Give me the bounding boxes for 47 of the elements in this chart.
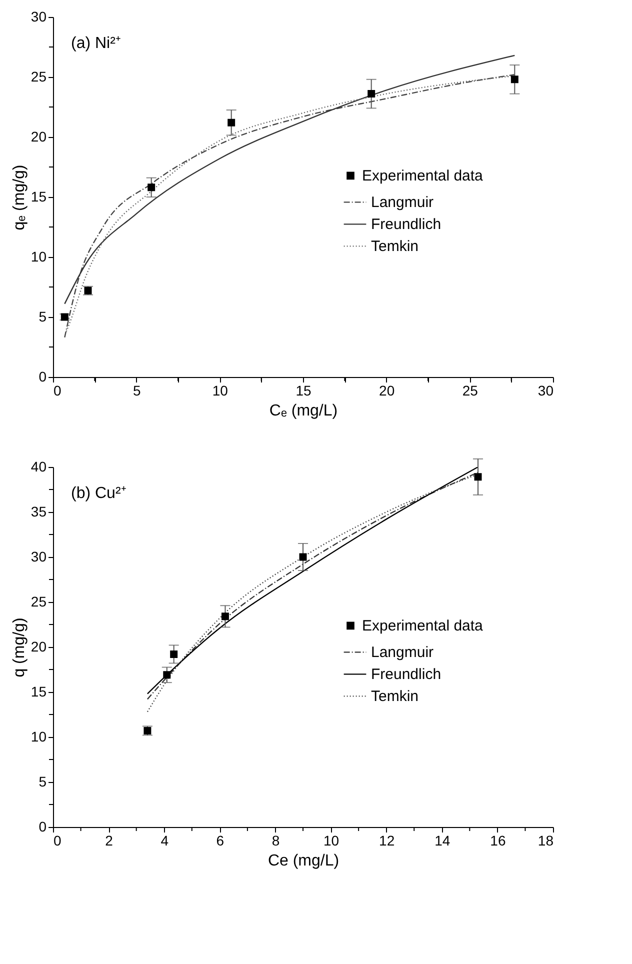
y-tick-label: 40 xyxy=(30,458,47,474)
y-axis-title: q (mg/g) xyxy=(10,618,28,678)
y-tick-label: 15 xyxy=(30,684,47,700)
x-tick-label: 18 xyxy=(538,832,554,848)
legend-label: Langmuir xyxy=(371,644,434,662)
x-tick-label: 25 xyxy=(462,382,478,398)
y-axis-title: qₑ (mg/g) xyxy=(10,164,28,230)
x-axis-title: Ce (mg/L) xyxy=(268,852,340,870)
y-tick-label: 35 xyxy=(30,504,47,520)
legend-label: Freundlich xyxy=(371,216,442,234)
y-tick-label: 0 xyxy=(38,368,47,384)
x-tick-label: 0 xyxy=(54,382,62,398)
legend-label: Langmuir xyxy=(371,194,434,212)
x-tick-label: 15 xyxy=(296,382,312,398)
x-tick-label: 6 xyxy=(216,832,224,848)
y-tick-label: 0 xyxy=(38,818,47,834)
x-tick-label: 2 xyxy=(105,832,114,848)
y-tick-label: 5 xyxy=(38,308,47,324)
legend-label: Freundlich xyxy=(371,666,442,684)
y-tick-label: 20 xyxy=(30,638,47,654)
y-tick-label: 25 xyxy=(30,594,47,610)
x-tick-label: 8 xyxy=(272,832,280,848)
x-tick-label: 14 xyxy=(434,832,450,848)
legend-label: Temkin xyxy=(371,238,419,256)
y-tick-label: 20 xyxy=(30,128,47,144)
y-tick-label: 15 xyxy=(30,188,47,204)
x-tick-label: 30 xyxy=(538,382,554,398)
y-tick-label: 25 xyxy=(30,68,47,84)
y-tick-label: 10 xyxy=(30,248,47,264)
legend-label: Experimental data xyxy=(362,168,484,185)
text: (b) Cu²⁺ xyxy=(71,485,126,502)
x-tick-label: 4 xyxy=(160,832,169,848)
legend-label: Experimental data xyxy=(362,618,484,635)
x-tick-label: 16 xyxy=(490,832,506,848)
x-tick-label: 12 xyxy=(379,832,395,848)
x-tick-label: 20 xyxy=(379,382,395,398)
x-tick-label: 10 xyxy=(212,382,228,398)
y-tick-label: 30 xyxy=(30,8,47,24)
y-tick-label: 10 xyxy=(30,728,47,744)
x-axis-title: Cₑ (mg/L) xyxy=(269,402,338,420)
legend-label: Temkin xyxy=(371,688,419,706)
y-tick-label: 5 xyxy=(38,774,47,790)
x-tick-label: 5 xyxy=(132,382,141,398)
x-tick-label: 10 xyxy=(323,832,340,848)
x-tick-label: 0 xyxy=(54,832,62,848)
text: (a) Ni²⁺ xyxy=(71,35,120,52)
y-tick-label: 30 xyxy=(30,548,47,564)
